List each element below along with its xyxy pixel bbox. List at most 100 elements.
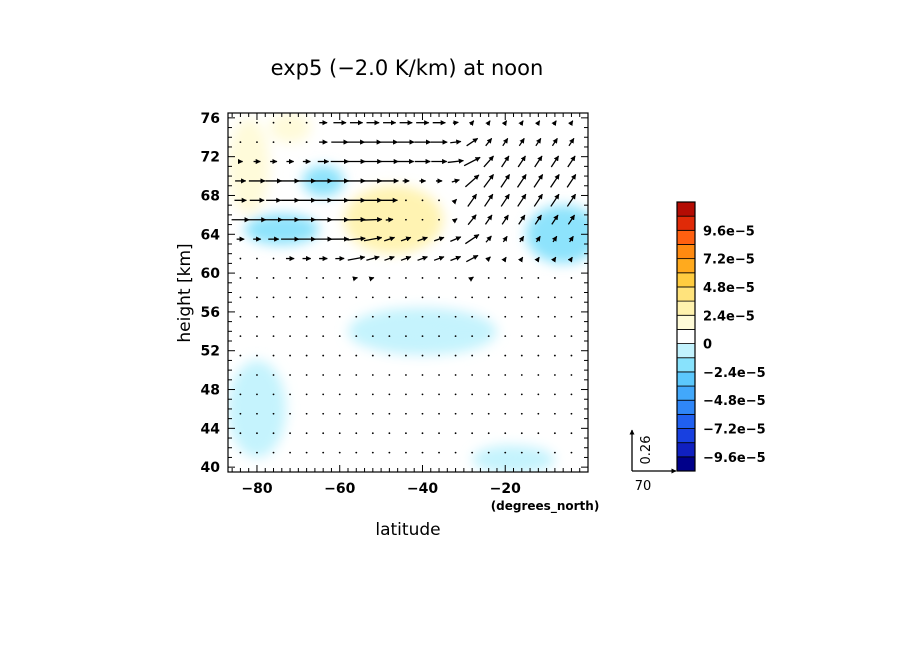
- vector-dot: [338, 296, 341, 299]
- vector-dot: [504, 354, 507, 357]
- vector-dot: [520, 354, 523, 357]
- vector-arrow: [468, 120, 475, 126]
- vector-dot: [487, 412, 490, 415]
- vector-arrow: [451, 218, 458, 224]
- vector-dot: [537, 393, 540, 396]
- vector-dot: [537, 432, 540, 435]
- vector-dot: [305, 296, 308, 299]
- colorbar-swatch: [676, 413, 696, 429]
- vector-dot: [421, 218, 424, 221]
- axis-ticks: −80 −60 −40 −20 40 44 48 52 56 60 64 68 72 76: [201, 111, 589, 497]
- reference-vector-u-label: 70: [635, 479, 652, 494]
- vector-arrow: [501, 155, 510, 168]
- vector-dot: [438, 277, 440, 279]
- vector-dot: [504, 277, 507, 279]
- colorbar-label: 9.6e−5: [703, 224, 755, 239]
- vector-arrow: [552, 235, 558, 243]
- vector-arrow: [534, 214, 542, 225]
- y-tick-label: 40: [201, 460, 221, 476]
- vector-dot: [405, 218, 407, 221]
- vector-dot: [256, 315, 258, 318]
- vector-dot: [355, 393, 358, 396]
- vector-dot: [388, 432, 391, 435]
- vector-arrow: [500, 174, 511, 188]
- vector-dot: [454, 315, 457, 318]
- vector-dot: [272, 277, 275, 279]
- y-tick-label: 56: [201, 305, 220, 321]
- vector-dot: [239, 141, 242, 144]
- vector-dot: [289, 451, 291, 454]
- vector-dot: [322, 393, 325, 396]
- vector-dot: [421, 296, 424, 299]
- vector-dot: [322, 315, 325, 318]
- vector-dot: [322, 296, 325, 299]
- reference-vector-key: 0.26 70: [629, 429, 677, 494]
- vector-dot: [553, 393, 556, 396]
- vector-dot: [272, 432, 275, 435]
- vector-dot: [454, 432, 457, 435]
- vector-dot: [537, 335, 540, 338]
- vector-dot: [487, 335, 490, 338]
- vector-dot: [305, 412, 308, 415]
- colorbar-swatch: [676, 385, 696, 401]
- y-tick-label: 44: [201, 421, 221, 437]
- vector-dot: [504, 335, 507, 338]
- vector-arrow: [452, 120, 459, 126]
- vector-dot: [405, 315, 407, 318]
- vector-dot: [405, 199, 407, 202]
- vector-arrow: [450, 236, 462, 242]
- vector-dot: [289, 335, 291, 338]
- vector-dot: [338, 451, 341, 454]
- vector-dot: [239, 374, 242, 376]
- vector-arrow: [485, 120, 491, 127]
- colorbar-swatch: [676, 329, 696, 344]
- vector-dot: [537, 354, 540, 357]
- vector-arrow: [466, 254, 479, 263]
- colorbar-swatch: [676, 201, 696, 217]
- vector-dot: [487, 451, 490, 454]
- vector-dot: [471, 412, 474, 415]
- vector-dot: [570, 354, 573, 357]
- vector-arrow: [485, 235, 492, 243]
- vector-dot: [421, 451, 424, 454]
- vector-arrow: [517, 155, 526, 168]
- vector-dot: [520, 374, 523, 376]
- vector-dot: [371, 393, 374, 396]
- x-axis-units: (degrees_north): [491, 499, 600, 514]
- vector-arrow: [551, 120, 557, 127]
- vector-dot: [405, 277, 407, 279]
- vector-dot: [537, 315, 540, 318]
- vector-arrow: [567, 155, 576, 168]
- field-blob: [509, 384, 584, 453]
- vector-arrow: [352, 276, 358, 282]
- vector-dot: [421, 393, 424, 396]
- vector-dot: [239, 451, 242, 454]
- vector-dot: [305, 374, 308, 376]
- vector-arrow: [484, 193, 494, 207]
- vector-dot: [504, 432, 507, 435]
- vector-dot: [504, 374, 507, 376]
- vector-dot: [256, 374, 258, 376]
- vector-dot: [553, 315, 556, 318]
- vector-arrow: [568, 137, 575, 147]
- vector-dot: [371, 412, 374, 415]
- field-blob: [244, 213, 320, 245]
- vector-arrow: [483, 174, 495, 188]
- vector-arrow: [550, 193, 560, 207]
- vector-arrow: [383, 236, 396, 242]
- colorbar-label: −7.2e−5: [703, 423, 766, 438]
- vector-dot: [487, 374, 490, 376]
- vector-dot: [371, 451, 374, 454]
- vector-dot: [289, 277, 291, 279]
- vector-arrow: [566, 193, 577, 207]
- vector-dot: [305, 354, 308, 357]
- colorbar-swatch: [676, 258, 696, 274]
- vector-dot: [438, 451, 440, 454]
- vector-dot: [322, 374, 325, 376]
- vector-dot: [388, 412, 391, 415]
- vector-dot: [338, 374, 341, 376]
- vector-dot: [272, 374, 275, 376]
- vector-dot: [570, 315, 573, 318]
- vector-arrow: [433, 236, 445, 242]
- vector-arrow: [400, 236, 412, 242]
